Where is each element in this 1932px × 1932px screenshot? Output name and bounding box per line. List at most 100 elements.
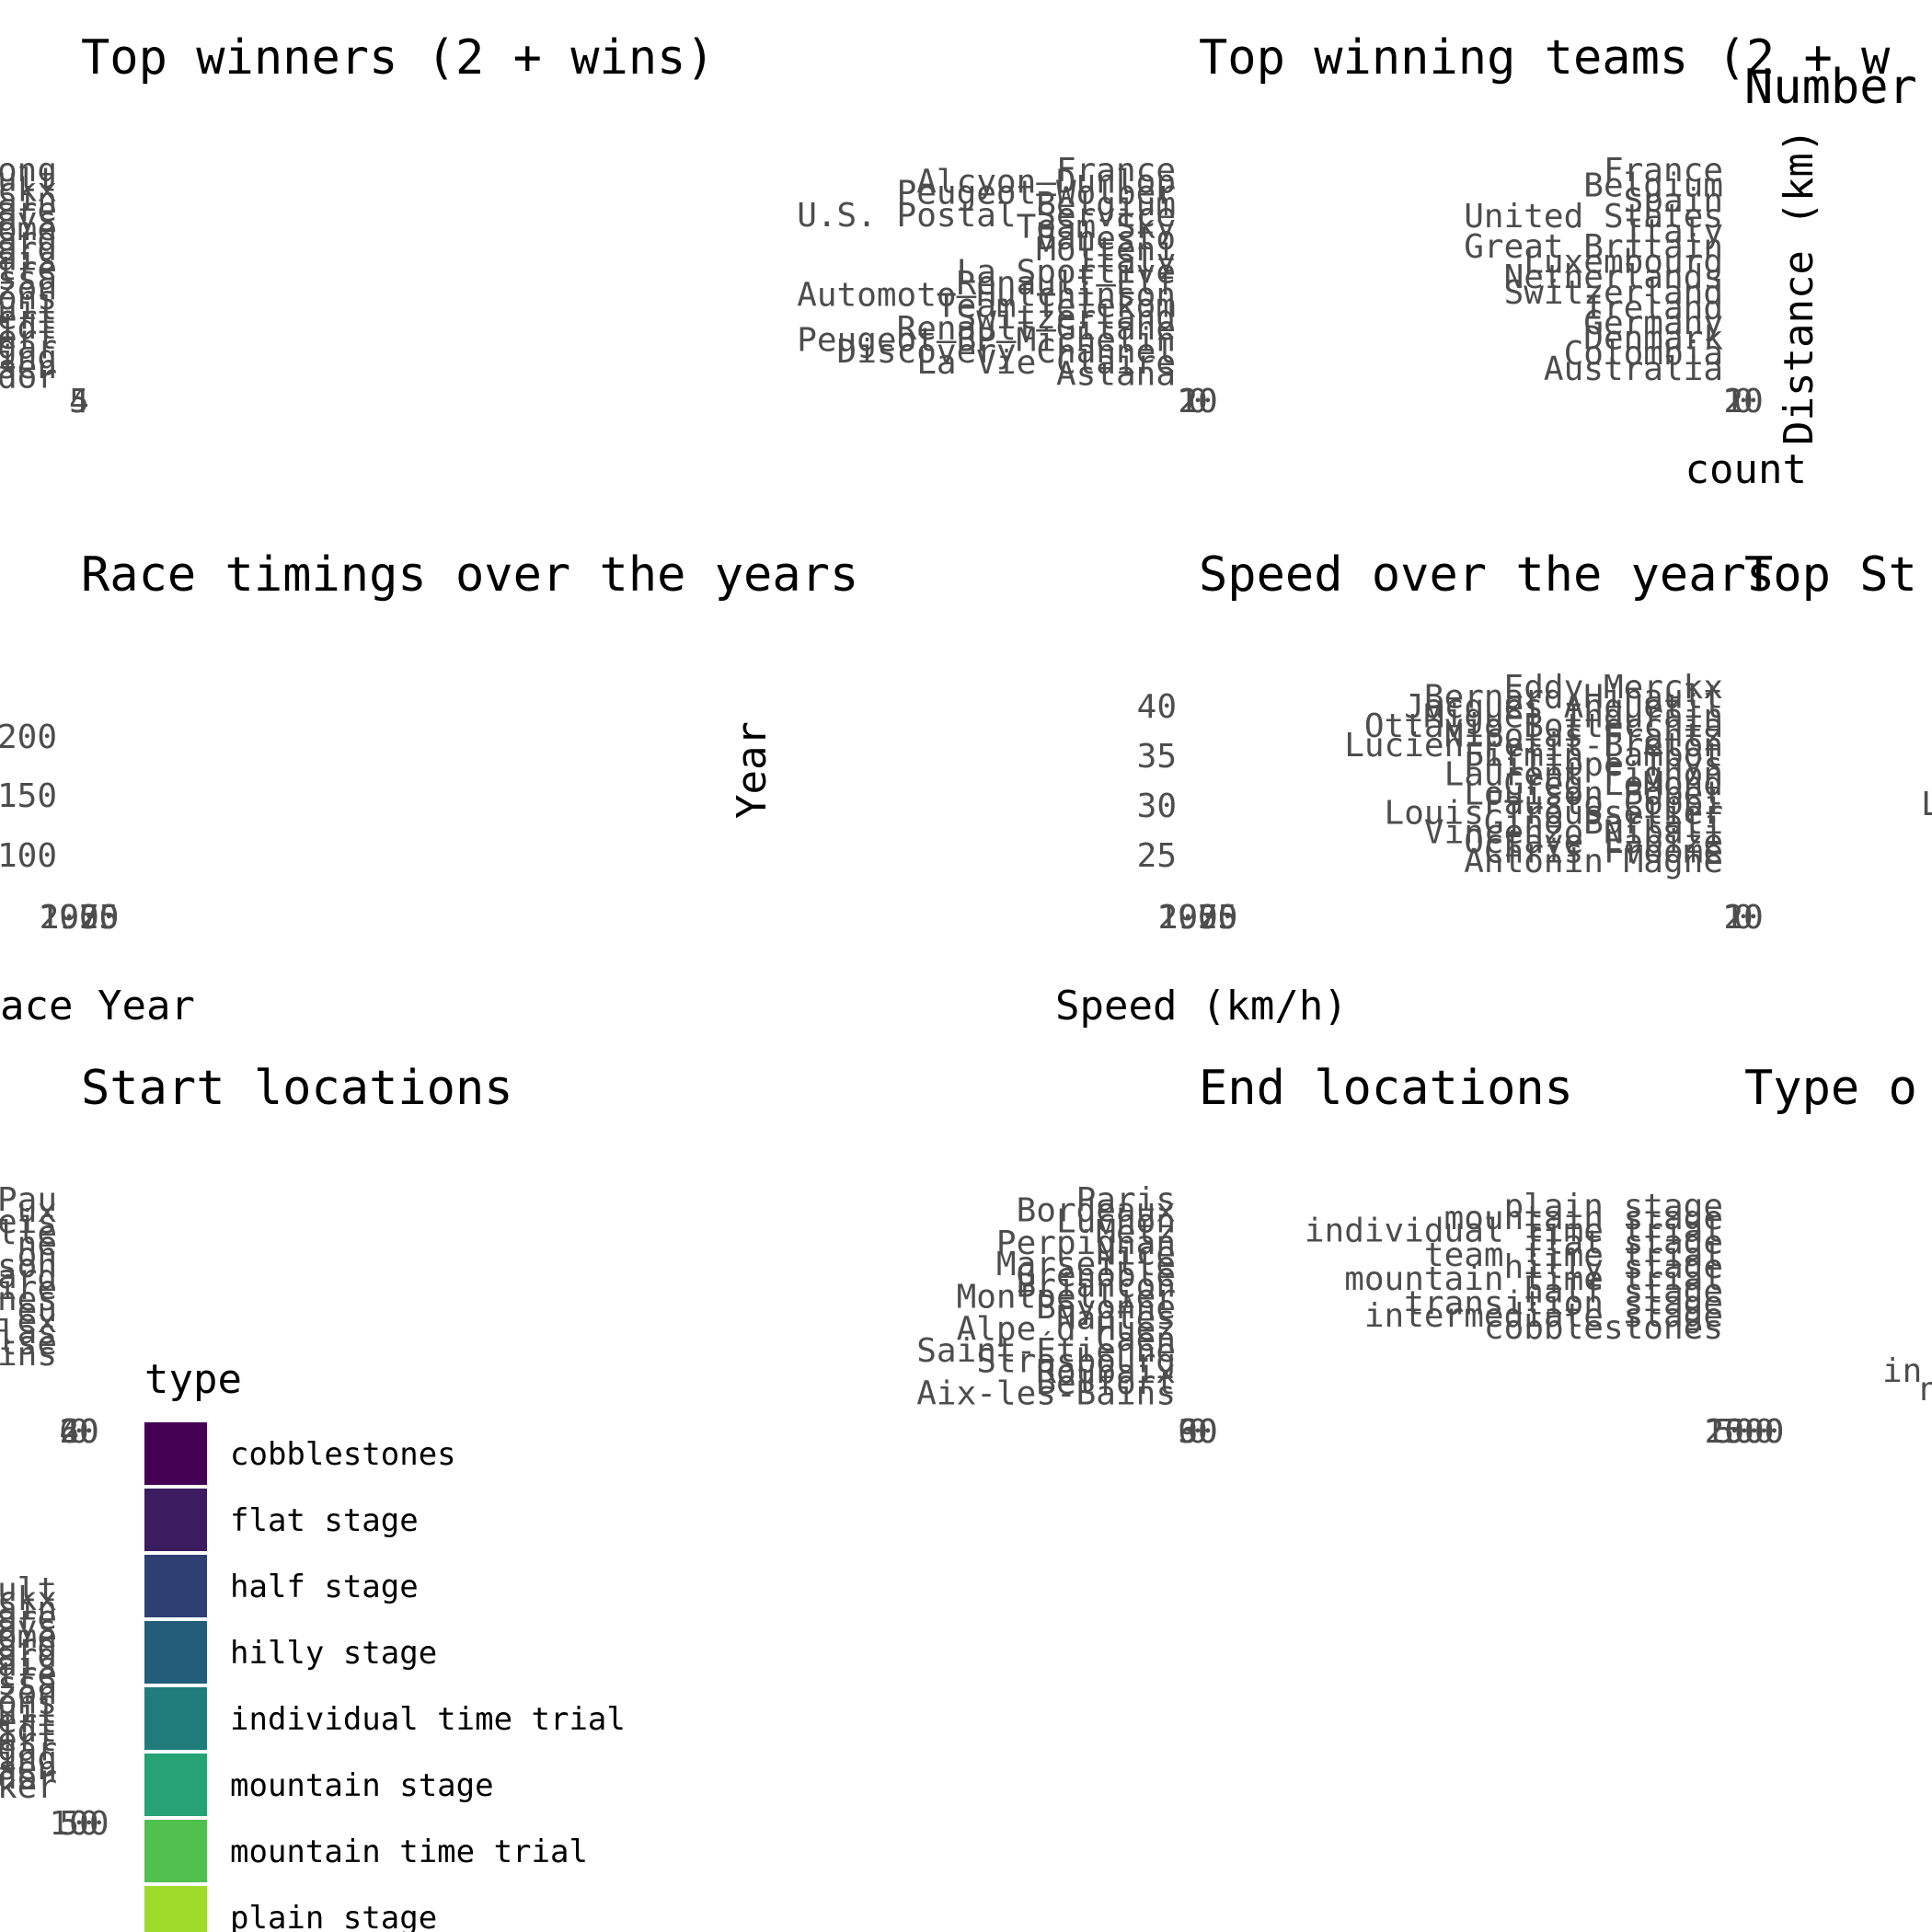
y-tick-label: ais: [0, 1647, 57, 1685]
y-tick-label: ome: [0, 1618, 57, 1656]
legend-title: type: [144, 1356, 242, 1403]
y-tick-label: dor: [0, 359, 57, 397]
y-tick-label: ssen: [0, 1750, 57, 1788]
y-tick-label: Greg LeMond: [1504, 765, 1723, 803]
y-tick-label: Switzerland: [1504, 274, 1723, 312]
y-tick-label: Automoto–Hutchinson: [797, 276, 1176, 314]
legend-swatch: [144, 1820, 207, 1882]
y-tick-label: Caen: [1096, 1321, 1176, 1359]
y-tick-label: Fausto Coppi: [1484, 785, 1723, 822]
x-tick-label: 1950: [1158, 899, 1238, 937]
x-tick-label: 10: [1723, 899, 1763, 937]
y-tick-label: Louis Trousselier: [1385, 795, 1723, 833]
y-tick-label: La Vie Claire: [916, 344, 1176, 382]
y-tick-label: 30: [1137, 788, 1177, 825]
y-tick-label: ert: [0, 319, 57, 357]
y-tick-label: 100: [0, 837, 57, 875]
x-tick-label: 1975: [40, 899, 120, 937]
y-tick-label: Luxembourg: [1524, 244, 1723, 282]
y-tick-label: transition stage: [1404, 1285, 1723, 1323]
y-tick-label: las: [0, 1314, 57, 1351]
y-tick-label: Chris Froome: [1484, 834, 1723, 871]
y-tick-label: Louison Bobet: [1464, 776, 1723, 813]
y-tick-label: Banesto: [1036, 220, 1176, 258]
y-tick-label: mountain time trial: [1344, 1260, 1723, 1298]
y-tick-label: ux: [17, 1192, 57, 1230]
y-tick-label: Aix-les-Bains: [916, 1375, 1176, 1413]
y-tick-label: Octave Lapize: [1464, 823, 1723, 861]
x-tick-label: 0: [1733, 899, 1754, 937]
y-tick-label: lse: [0, 1325, 57, 1363]
y-tick-label: mountain stage: [1444, 1200, 1723, 1237]
y-tick-label: ons: [0, 280, 57, 317]
x-tick-label: 20: [1723, 383, 1763, 420]
y-tick-label: Bordeaux: [1017, 1192, 1176, 1230]
x-tick-label: 0: [1734, 1413, 1754, 1451]
y-tick-label: Renault–Gitane: [897, 310, 1176, 348]
y-tick-label: Netherlands: [1504, 259, 1723, 296]
x-tick-label: 1975: [1158, 899, 1238, 937]
panel-title: Speed over the years: [1199, 547, 1775, 603]
y-tick-label: 200: [0, 719, 57, 756]
y-tick-label: dor: [0, 1759, 57, 1797]
x-tick-label: 2000: [1158, 899, 1238, 937]
x-axis-label: ace Year: [0, 983, 195, 1029]
x-axis-label: Speed (km/h): [1055, 983, 1348, 1029]
x-tick-label: 60: [59, 1413, 98, 1451]
x-tick-label: 500: [1714, 1413, 1774, 1451]
y-tick-label: 40: [1137, 688, 1177, 726]
x-tick-label: 1900: [1158, 899, 1238, 937]
y-tick-label: ogar: [0, 1731, 57, 1768]
x-tick-label: 0: [1733, 383, 1754, 420]
legend-swatch: [144, 1489, 207, 1551]
y-tick-label: Luchon: [1056, 1202, 1176, 1240]
y-tick-label: Team Telekom: [937, 288, 1176, 326]
y-tick-label: Bayonne: [1036, 1289, 1176, 1327]
legend-swatch: [144, 1886, 207, 1932]
y-tick-label: Nicolas Frantz: [1444, 718, 1723, 755]
y-axis-label: Year: [729, 721, 776, 819]
legend-swatch: [144, 1422, 207, 1485]
y-tick-label: half stage: [1524, 1272, 1723, 1310]
y-tick-label: Ireland: [1583, 289, 1723, 327]
y-tick-label: ard: [0, 231, 57, 269]
y-tick-label: Briançon: [1017, 1268, 1176, 1305]
y-tick-label: Antonin Magne: [1464, 843, 1723, 880]
y-tick-label: cobblestones: [1484, 1309, 1723, 1347]
y-tick-label: individual time trial: [1305, 1212, 1723, 1249]
y-tick-label: ssa: [0, 260, 57, 298]
y-tick-label: Belfort: [1036, 1364, 1176, 1402]
panel-title: End locations: [1199, 1061, 1573, 1116]
y-tick-label: are: [0, 191, 57, 229]
x-tick-label: 0: [69, 1805, 89, 1843]
y-tick-label: ing: [0, 339, 57, 376]
legend-label: half stage: [230, 1569, 419, 1605]
y-tick-label: 25: [1137, 837, 1177, 875]
y-tick-label: Germany: [1583, 305, 1723, 342]
legend-label: mountain stage: [230, 1767, 494, 1804]
panel-title: Start locations: [81, 1061, 513, 1116]
x-tick-label: 1000: [1705, 1413, 1785, 1451]
x-tick-label: 10: [1723, 383, 1763, 420]
y-tick-label: son: [0, 1248, 57, 1285]
x-tick-label: 100: [49, 1805, 109, 1843]
y-tick-label: Strasbourg: [976, 1343, 1176, 1381]
y-tick-label: Vincenzo Nibali: [1424, 814, 1723, 852]
y-tick-label: zon: [0, 270, 57, 307]
y-tick-label: ome: [0, 211, 57, 248]
y-tick-label: ong: [0, 152, 57, 190]
y-tick-label: ckx: [0, 171, 57, 209]
y-tick-label: Switzerland: [957, 299, 1176, 337]
x-tick-label: 1900: [40, 899, 120, 937]
y-tick-label: idt: [0, 309, 57, 347]
y-tick-label: flat stage: [1524, 1225, 1723, 1262]
panel-title: Type o: [1744, 1061, 1917, 1116]
legend-label: cobblestones: [230, 1436, 456, 1473]
x-tick-label: 1500: [1705, 1413, 1785, 1451]
y-tick-label: Miguel Induráin: [1424, 698, 1723, 736]
y-tick-label: ard: [0, 1259, 57, 1296]
y-tick-label: Renault–Elf: [957, 265, 1176, 303]
y-tick-label: ays: [0, 1609, 57, 1647]
y-tick-label: Italy: [1624, 213, 1723, 250]
